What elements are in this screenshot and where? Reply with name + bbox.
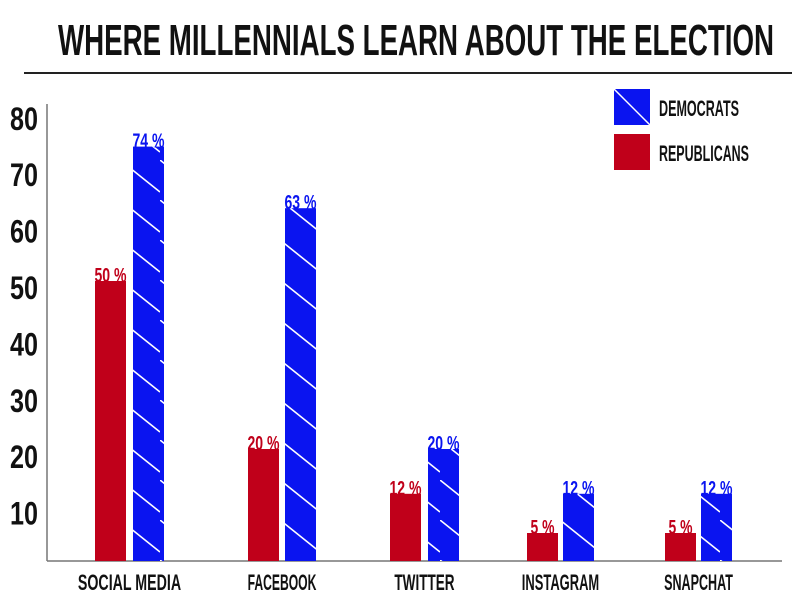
y-tick-label: 30 [10,383,38,419]
data-label: 20 % [248,433,280,455]
chart-title: WHERE MILLENNIALS LEARN ABOUT THE ELECTI… [58,16,774,65]
x-tick-label: SOCIAL MEDIA [78,570,181,595]
republicans-bar [95,281,126,561]
y-tick-label: 60 [10,214,38,250]
republicans-bar [248,449,279,561]
data-label: 5 % [669,517,693,539]
legend-label-democrats: DEMOCRATS [659,96,739,121]
x-tick-label: TWITTER [394,570,454,595]
republicans-bar [527,533,558,561]
bar-hatch [428,449,459,561]
data-label: 12 % [701,478,733,500]
data-label: 12 % [563,478,595,500]
republicans-bar [390,493,421,561]
y-tick-label: 50 [10,270,38,306]
y-tick-label: 40 [10,326,38,362]
data-label: 12 % [390,478,422,500]
x-tick-label: SNAPCHAT [664,570,733,595]
y-tick-label: 10 [10,496,38,532]
data-label: 5 % [531,517,555,539]
x-tick-label: INSTAGRAM [522,570,599,595]
bar-hatch [563,493,594,561]
bar-hatch [285,208,316,561]
legend-label-republicans: REPUBLICANS [659,141,749,166]
republicans-bar [665,533,696,561]
legend-hatch [613,88,651,126]
data-label: 20 % [428,433,460,455]
legend-swatch-republicans [614,134,650,170]
data-label: 50 % [95,265,127,287]
data-label: 63 % [285,192,317,214]
x-tick-label: FACEBOOK [248,570,317,595]
data-label: 74 % [133,131,165,153]
bar-hatch [701,493,732,561]
y-tick-label: 80 [10,101,38,137]
bar-hatch [133,146,164,561]
y-tick-label: 20 [10,439,38,475]
y-tick-label: 70 [10,157,38,193]
